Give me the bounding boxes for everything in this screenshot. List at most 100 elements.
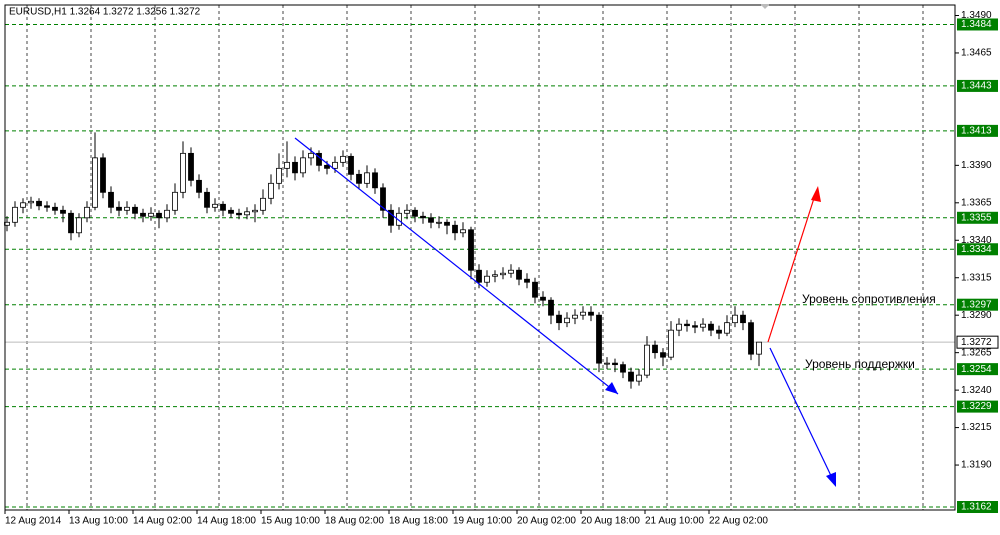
- candle-body: [332, 161, 338, 169]
- y-tick-label: 1.3215: [961, 422, 992, 433]
- candle-body: [396, 212, 402, 226]
- candle-body: [172, 191, 178, 211]
- candle-body: [292, 161, 298, 174]
- level-label-box: [957, 18, 998, 31]
- candle-body: [324, 164, 330, 169]
- candle-body: [132, 206, 138, 214]
- candle-body: [564, 317, 570, 324]
- candle-body: [156, 212, 162, 219]
- shift-marker: [760, 4, 770, 9]
- candle-body: [500, 272, 506, 276]
- candle-body: [268, 182, 274, 199]
- candle-body: [116, 206, 122, 211]
- candle-body: [388, 209, 394, 226]
- candle-body: [460, 229, 466, 234]
- candle-body: [708, 323, 714, 331]
- candle-body: [468, 229, 474, 271]
- current-price-label: 1.3272: [961, 337, 992, 348]
- candle-body: [604, 362, 610, 365]
- level-label-box: [957, 501, 998, 514]
- level-label-box: [957, 79, 998, 92]
- y-tick-label: 1.3365: [961, 197, 992, 208]
- candle-body: [44, 205, 50, 208]
- y-tick-label: 1.3490: [961, 10, 992, 21]
- x-tick-label: 14 Aug 18:00: [197, 516, 256, 527]
- candle-body: [36, 200, 42, 207]
- x-tick-label: 18 Aug 18:00: [389, 516, 448, 527]
- candle-body: [148, 212, 154, 217]
- candle-body: [644, 344, 650, 376]
- candle-body: [748, 322, 754, 355]
- x-tick-label: 21 Aug 10:00: [645, 516, 704, 527]
- candle-body: [548, 299, 554, 316]
- candle-body: [284, 161, 290, 169]
- level-label-box: [957, 363, 998, 376]
- up-arrow: [767, 191, 817, 343]
- candle-body: [476, 269, 482, 283]
- level-label: 1.3297: [961, 299, 992, 310]
- y-tick-label: 1.3240: [961, 385, 992, 396]
- candle-body: [276, 167, 282, 184]
- chart-title: EURUSD,H1 1.3264 1.3272 1.3256 1.3272: [9, 7, 201, 18]
- down-arrow: [769, 347, 835, 483]
- level-label-box: [957, 243, 998, 256]
- candle-body: [404, 209, 410, 214]
- y-tick-label: 1.3190: [961, 460, 992, 471]
- arrow-head: [605, 382, 618, 394]
- candle-body: [668, 329, 674, 358]
- candle-body: [180, 152, 186, 193]
- candle-body: [492, 274, 498, 277]
- x-tick-label: 13 Aug 10:00: [69, 516, 128, 527]
- x-tick-label: 14 Aug 02:00: [133, 516, 192, 527]
- candle-body: [212, 203, 218, 208]
- candle-body: [52, 206, 58, 211]
- level-label: 1.3413: [961, 126, 992, 137]
- candle-body: [540, 296, 546, 301]
- candle-body: [244, 211, 250, 216]
- level-label: 1.3443: [961, 81, 992, 92]
- arrow-head: [826, 472, 836, 487]
- candle-body: [620, 364, 626, 373]
- annotation: Уровень сопротивления: [802, 292, 936, 306]
- level-label-box: [957, 298, 998, 311]
- candle-body: [740, 314, 746, 324]
- level-label: 1.3229: [961, 401, 992, 412]
- candle-body: [732, 314, 738, 324]
- candle-body: [252, 209, 258, 213]
- candle-body: [76, 217, 82, 234]
- candle-body: [628, 371, 634, 382]
- candle-body: [420, 215, 426, 219]
- y-tick-label: 1.3265: [961, 347, 992, 358]
- y-tick-label: 1.3390: [961, 160, 992, 171]
- candle-body: [260, 197, 266, 211]
- x-tick-label: 18 Aug 02:00: [325, 516, 384, 527]
- x-tick-label: 20 Aug 02:00: [517, 516, 576, 527]
- candle-body: [20, 202, 26, 208]
- candle-body: [356, 173, 362, 184]
- candle-body: [700, 323, 706, 328]
- x-tick-label: 22 Aug 02:00: [709, 516, 768, 527]
- candle-body: [364, 172, 370, 184]
- annotation: Уровень поддержки: [805, 357, 915, 371]
- candle-body: [588, 311, 594, 316]
- candle-body: [340, 155, 346, 163]
- candle-body: [652, 344, 658, 354]
- candle-body: [12, 206, 18, 223]
- candle-body: [716, 329, 722, 334]
- candle-body: [484, 275, 490, 283]
- x-tick-label: 15 Aug 10:00: [261, 516, 320, 527]
- trend-line: [294, 137, 619, 395]
- candle-body: [612, 362, 618, 366]
- candle-body: [300, 157, 306, 174]
- candle-body: [220, 203, 226, 211]
- candle-body: [348, 155, 354, 175]
- candle-body: [28, 200, 34, 204]
- candle-body: [516, 269, 522, 280]
- level-label: 1.3162: [961, 502, 992, 513]
- candle-body: [684, 323, 690, 327]
- candle-body: [412, 209, 418, 217]
- y-tick-label: 1.3315: [961, 272, 992, 283]
